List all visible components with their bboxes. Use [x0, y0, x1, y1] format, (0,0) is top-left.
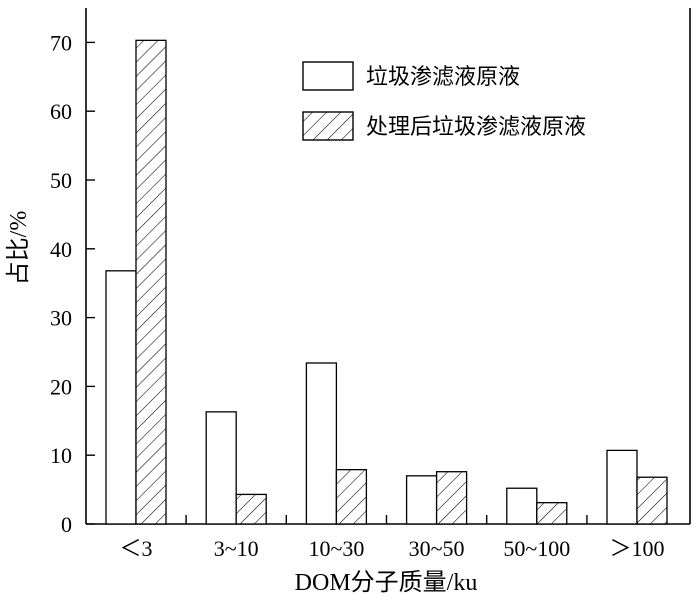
bar-treated-leachate	[636, 476, 668, 525]
bar-raw-leachate	[305, 362, 338, 525]
legend-label-series-2: 处理后垃圾渗滤液原液	[366, 114, 586, 139]
y-tick-label: 60	[50, 99, 72, 124]
bar-raw-leachate	[405, 475, 438, 525]
x-tick-label: 3~10	[214, 536, 259, 561]
x-tick-label: 50~100	[503, 536, 570, 561]
x-tick-label: 30~50	[409, 536, 465, 561]
bar-raw-leachate	[105, 270, 137, 525]
bar-treated-leachate	[135, 39, 167, 525]
y-tick-label: 30	[50, 306, 72, 331]
x-tick-label: ＜3	[119, 536, 152, 561]
y-tick-label: 20	[50, 374, 72, 399]
bars	[105, 39, 668, 525]
x-tick-label: 10~30	[308, 536, 364, 561]
legend-swatch-series-1	[302, 61, 354, 91]
bar-treated-leachate	[335, 468, 368, 525]
y-tick-label: 50	[50, 168, 72, 193]
bar-treated-leachate	[435, 471, 468, 525]
y-tick-label: 10	[50, 443, 72, 468]
x-ticks: ＜3 3~10 10~30 30~50 50~100 ＞100	[119, 515, 665, 561]
y-ticks: 0 10 20 30 40 50 60 70	[50, 30, 95, 537]
bar-raw-leachate	[205, 411, 237, 525]
bar-raw-leachate	[606, 449, 638, 525]
y-tick-label: 0	[61, 512, 72, 537]
y-tick-label: 40	[50, 237, 72, 262]
y-axis-label: 占比/%	[5, 211, 32, 286]
x-tick-label: ＞100	[609, 536, 664, 561]
x-axis-label: DOM分子质量/ku	[295, 569, 478, 596]
bar-raw-leachate	[506, 487, 538, 525]
bar-treated-leachate	[536, 502, 568, 525]
legend-label-series-1: 垃圾渗滤液原液	[366, 64, 520, 89]
y-tick-label: 70	[50, 30, 72, 55]
legend: 垃圾渗滤液原液 处理后垃圾渗滤液原液	[302, 61, 586, 141]
legend-swatch-series-2	[302, 111, 354, 141]
bar-treated-leachate	[235, 493, 267, 525]
